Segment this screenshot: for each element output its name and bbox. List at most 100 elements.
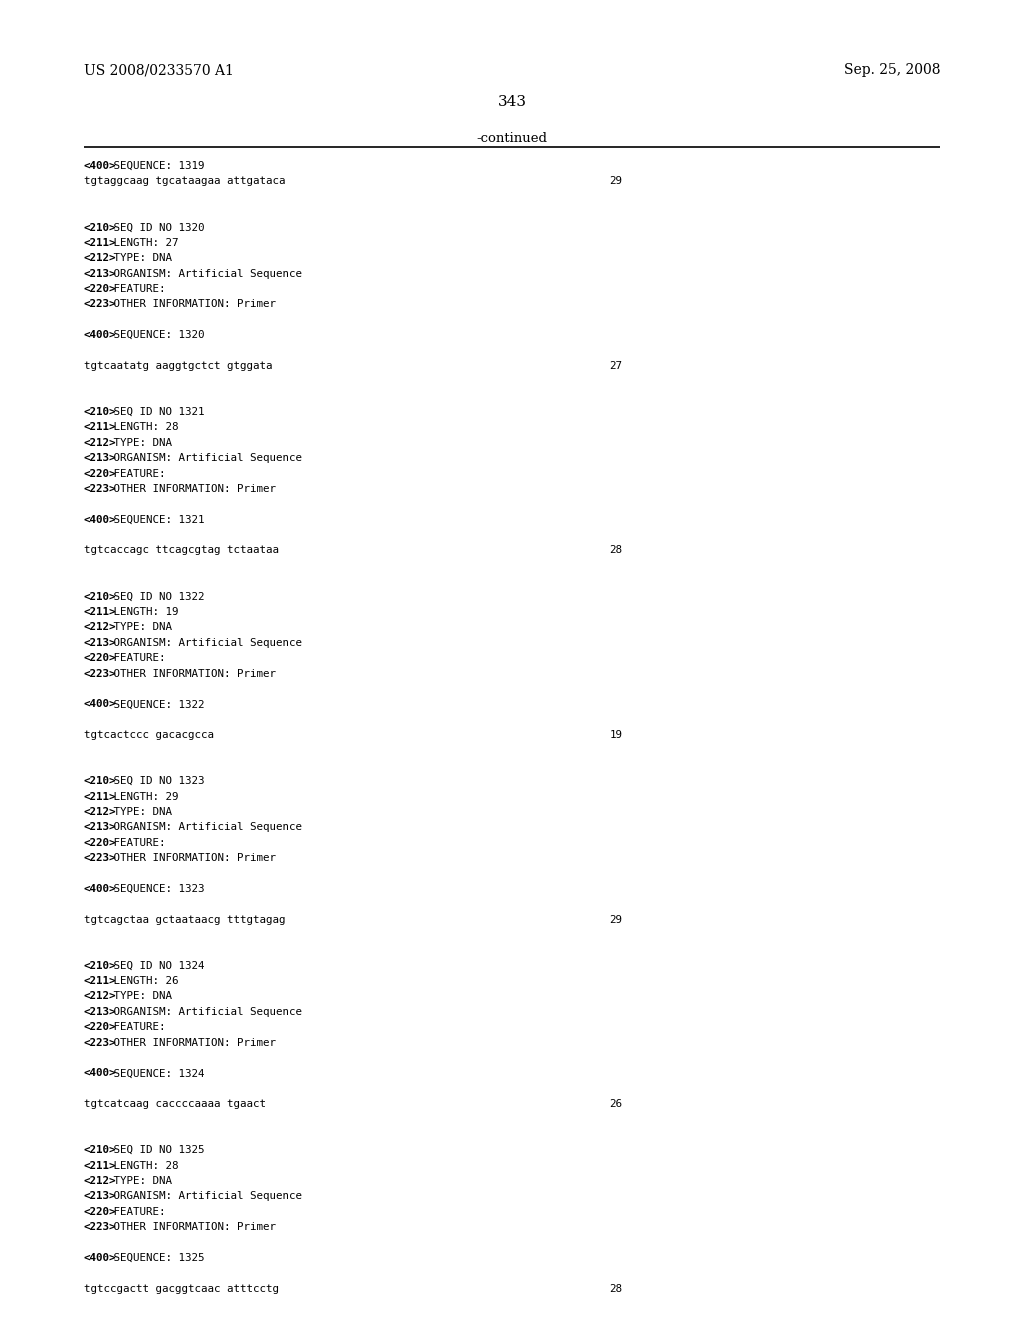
Text: <211>: <211> <box>84 238 117 248</box>
Text: FEATURE:: FEATURE: <box>108 838 166 847</box>
Text: <210>: <210> <box>84 407 117 417</box>
Text: <211>: <211> <box>84 422 117 433</box>
Text: <220>: <220> <box>84 838 117 847</box>
Text: tgtcatcaag caccccaaaa tgaact: tgtcatcaag caccccaaaa tgaact <box>84 1100 266 1109</box>
Text: <223>: <223> <box>84 1038 117 1048</box>
Text: 29: 29 <box>609 915 623 924</box>
Text: SEQ ID NO 1322: SEQ ID NO 1322 <box>108 591 205 602</box>
Text: <211>: <211> <box>84 975 117 986</box>
Text: <220>: <220> <box>84 653 117 663</box>
Text: SEQ ID NO 1325: SEQ ID NO 1325 <box>108 1146 205 1155</box>
Text: 27: 27 <box>609 360 623 371</box>
Text: 28: 28 <box>609 545 623 556</box>
Text: LENGTH: 29: LENGTH: 29 <box>108 792 179 801</box>
Text: -continued: -continued <box>476 132 548 145</box>
Text: <213>: <213> <box>84 269 117 279</box>
Text: <213>: <213> <box>84 822 117 833</box>
Text: <220>: <220> <box>84 284 117 294</box>
Text: <213>: <213> <box>84 638 117 648</box>
Text: <223>: <223> <box>84 668 117 678</box>
Text: OTHER INFORMATION: Primer: OTHER INFORMATION: Primer <box>108 853 276 863</box>
Text: LENGTH: 28: LENGTH: 28 <box>108 422 179 433</box>
Text: <211>: <211> <box>84 1160 117 1171</box>
Text: FEATURE:: FEATURE: <box>108 1206 166 1217</box>
Text: TYPE: DNA: TYPE: DNA <box>108 1176 172 1185</box>
Text: FEATURE:: FEATURE: <box>108 284 166 294</box>
Text: tgtcactccc gacacgcca: tgtcactccc gacacgcca <box>84 730 214 741</box>
Text: OTHER INFORMATION: Primer: OTHER INFORMATION: Primer <box>108 1038 276 1048</box>
Text: tgtcagctaa gctaataacg tttgtagag: tgtcagctaa gctaataacg tttgtagag <box>84 915 286 924</box>
Text: <210>: <210> <box>84 776 117 787</box>
Text: ORGANISM: Artificial Sequence: ORGANISM: Artificial Sequence <box>108 638 302 648</box>
Text: <212>: <212> <box>84 1176 117 1185</box>
Text: 343: 343 <box>498 95 526 110</box>
Text: <400>: <400> <box>84 161 117 172</box>
Text: ORGANISM: Artificial Sequence: ORGANISM: Artificial Sequence <box>108 269 302 279</box>
Text: <211>: <211> <box>84 607 117 616</box>
Text: ORGANISM: Artificial Sequence: ORGANISM: Artificial Sequence <box>108 822 302 833</box>
Text: 19: 19 <box>609 730 623 741</box>
Text: tgtcaccagc ttcagcgtag tctaataa: tgtcaccagc ttcagcgtag tctaataa <box>84 545 279 556</box>
Text: 29: 29 <box>609 177 623 186</box>
Text: TYPE: DNA: TYPE: DNA <box>108 253 172 263</box>
Text: <220>: <220> <box>84 1206 117 1217</box>
Text: <400>: <400> <box>84 1253 117 1263</box>
Text: <210>: <210> <box>84 1146 117 1155</box>
Text: <223>: <223> <box>84 484 117 494</box>
Text: LENGTH: 26: LENGTH: 26 <box>108 975 179 986</box>
Text: SEQUENCE: 1325: SEQUENCE: 1325 <box>108 1253 205 1263</box>
Text: <220>: <220> <box>84 1022 117 1032</box>
Text: TYPE: DNA: TYPE: DNA <box>108 991 172 1002</box>
Text: <212>: <212> <box>84 807 117 817</box>
Text: FEATURE:: FEATURE: <box>108 1022 166 1032</box>
Text: <400>: <400> <box>84 700 117 709</box>
Text: <212>: <212> <box>84 991 117 1002</box>
Text: <400>: <400> <box>84 515 117 525</box>
Text: 28: 28 <box>609 1283 623 1294</box>
Text: <223>: <223> <box>84 300 117 309</box>
Text: tgtccgactt gacggtcaac atttcctg: tgtccgactt gacggtcaac atttcctg <box>84 1283 279 1294</box>
Text: SEQUENCE: 1320: SEQUENCE: 1320 <box>108 330 205 341</box>
Text: <212>: <212> <box>84 253 117 263</box>
Text: SEQUENCE: 1324: SEQUENCE: 1324 <box>108 1068 205 1078</box>
Text: <210>: <210> <box>84 223 117 232</box>
Text: <212>: <212> <box>84 623 117 632</box>
Text: ORGANISM: Artificial Sequence: ORGANISM: Artificial Sequence <box>108 453 302 463</box>
Text: SEQUENCE: 1323: SEQUENCE: 1323 <box>108 884 205 894</box>
Text: FEATURE:: FEATURE: <box>108 653 166 663</box>
Text: tgtaggcaag tgcataagaa attgataca: tgtaggcaag tgcataagaa attgataca <box>84 177 286 186</box>
Text: LENGTH: 19: LENGTH: 19 <box>108 607 179 616</box>
Text: <213>: <213> <box>84 453 117 463</box>
Text: <213>: <213> <box>84 1007 117 1016</box>
Text: <212>: <212> <box>84 438 117 447</box>
Text: <220>: <220> <box>84 469 117 479</box>
Text: SEQ ID NO 1320: SEQ ID NO 1320 <box>108 223 205 232</box>
Text: <213>: <213> <box>84 1192 117 1201</box>
Text: <400>: <400> <box>84 330 117 341</box>
Text: TYPE: DNA: TYPE: DNA <box>108 807 172 817</box>
Text: SEQUENCE: 1321: SEQUENCE: 1321 <box>108 515 205 525</box>
Text: US 2008/0233570 A1: US 2008/0233570 A1 <box>84 63 233 78</box>
Text: TYPE: DNA: TYPE: DNA <box>108 623 172 632</box>
Text: ORGANISM: Artificial Sequence: ORGANISM: Artificial Sequence <box>108 1007 302 1016</box>
Text: SEQUENCE: 1322: SEQUENCE: 1322 <box>108 700 205 709</box>
Text: FEATURE:: FEATURE: <box>108 469 166 479</box>
Text: LENGTH: 28: LENGTH: 28 <box>108 1160 179 1171</box>
Text: OTHER INFORMATION: Primer: OTHER INFORMATION: Primer <box>108 1222 276 1232</box>
Text: <210>: <210> <box>84 591 117 602</box>
Text: SEQ ID NO 1323: SEQ ID NO 1323 <box>108 776 205 787</box>
Text: TYPE: DNA: TYPE: DNA <box>108 438 172 447</box>
Text: <223>: <223> <box>84 853 117 863</box>
Text: tgtcaatatg aaggtgctct gtggata: tgtcaatatg aaggtgctct gtggata <box>84 360 272 371</box>
Text: OTHER INFORMATION: Primer: OTHER INFORMATION: Primer <box>108 300 276 309</box>
Text: <210>: <210> <box>84 961 117 970</box>
Text: OTHER INFORMATION: Primer: OTHER INFORMATION: Primer <box>108 484 276 494</box>
Text: <400>: <400> <box>84 1068 117 1078</box>
Text: SEQ ID NO 1321: SEQ ID NO 1321 <box>108 407 205 417</box>
Text: SEQ ID NO 1324: SEQ ID NO 1324 <box>108 961 205 970</box>
Text: OTHER INFORMATION: Primer: OTHER INFORMATION: Primer <box>108 668 276 678</box>
Text: Sep. 25, 2008: Sep. 25, 2008 <box>844 63 940 78</box>
Text: <400>: <400> <box>84 884 117 894</box>
Text: <211>: <211> <box>84 792 117 801</box>
Text: LENGTH: 27: LENGTH: 27 <box>108 238 179 248</box>
